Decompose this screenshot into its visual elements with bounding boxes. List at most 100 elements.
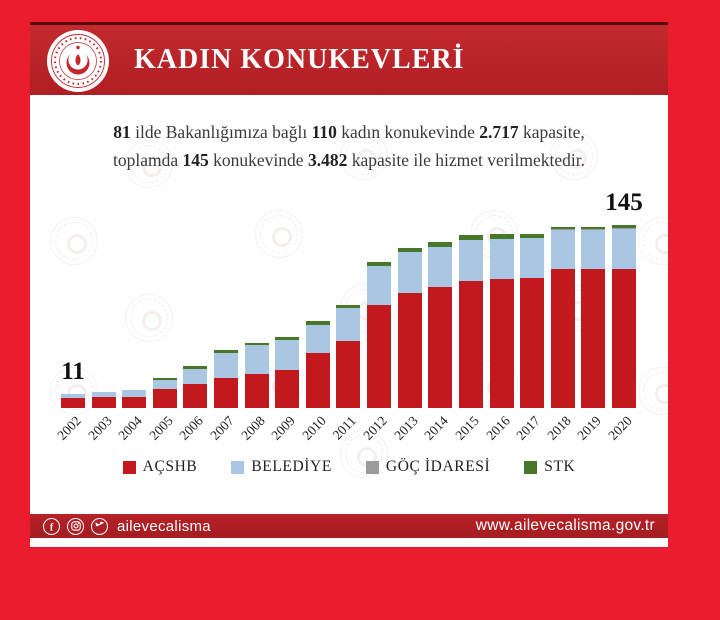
- twitter-icon[interactable]: [91, 517, 108, 535]
- bar-segment: [244, 373, 269, 408]
- bar-segment: [152, 377, 177, 381]
- bar-segment: [458, 235, 483, 241]
- legend-item: AÇSHB: [122, 458, 198, 476]
- x-axis-label: 2019: [574, 413, 605, 443]
- bar-segment: [581, 230, 606, 270]
- emblem-watermark: [255, 210, 303, 258]
- bar-segment: [244, 345, 269, 374]
- social-icons: f: [43, 517, 108, 535]
- bar-2013: 2013: [391, 188, 422, 443]
- bar-segment: [305, 324, 330, 353]
- bar-segment: [336, 304, 361, 309]
- bar-2002: 11 2002: [54, 188, 85, 443]
- emblem-watermark: [50, 217, 98, 265]
- bar-segment: [397, 293, 422, 408]
- x-axis-label: 2006: [176, 413, 207, 443]
- bar-segment: [611, 227, 636, 230]
- bar-segment: [305, 352, 330, 408]
- bar-2005: 2005: [146, 188, 177, 443]
- subtitle-line: toplamda 145 konukevinde 3.482 kapasite …: [113, 150, 585, 170]
- legend-swatch: [231, 460, 245, 474]
- emblem-watermark: [638, 217, 686, 265]
- bar-2004: 2004: [115, 188, 147, 443]
- social-handle: ailevecalisma: [117, 517, 211, 535]
- x-axis-label: 2005: [146, 413, 176, 443]
- bar-value-label: 145: [605, 189, 643, 217]
- bar-segment: [489, 239, 514, 280]
- bar-segment: [520, 234, 545, 238]
- bar-segment: [367, 261, 392, 266]
- bar-segment: [275, 370, 300, 408]
- x-axis-label: 2003: [84, 413, 115, 443]
- emblem-watermark: [125, 294, 173, 342]
- footer-url[interactable]: www.ailevecalisma.gov.tr: [475, 517, 655, 534]
- bar-segment: [397, 248, 422, 252]
- bar-segment: [428, 241, 453, 247]
- bar-segment: [428, 246, 453, 288]
- bar-segment: [458, 240, 483, 281]
- bar-segment: [550, 230, 575, 270]
- svg-text:f: f: [50, 522, 54, 532]
- bar-segment: [305, 321, 330, 325]
- x-axis-label: 2008: [237, 413, 268, 443]
- page-title: KADIN KONUKEVLERİ: [134, 44, 465, 75]
- bar-segment: [550, 226, 575, 230]
- bar-2009: 2009: [269, 188, 300, 443]
- bar-2011: 2011: [330, 188, 361, 442]
- bar-segment: [336, 341, 361, 408]
- x-axis-label: 2009: [268, 413, 299, 443]
- bar-segment: [367, 265, 392, 305]
- bar-segment: [581, 229, 606, 231]
- legend-swatch: [122, 460, 136, 474]
- emblem-watermark: [125, 140, 173, 188]
- bar-segment: [122, 390, 147, 397]
- bar-2020: 145 2020: [605, 188, 643, 443]
- legend-label: GÖÇ İDARESİ: [385, 458, 491, 475]
- bar-2014: 2014: [422, 188, 453, 443]
- bar-2007: 2007: [207, 188, 239, 443]
- bar-segment: [275, 337, 300, 340]
- bar-value-label: 11: [61, 358, 85, 386]
- subtitle-line: 81 ilde Bakanlığımıza bağlı 110 kadın ko…: [113, 122, 585, 142]
- legend-item: BELEDİYE: [231, 458, 332, 476]
- bar-segment: [183, 384, 208, 408]
- header-band: KADIN KONUKEVLERİ: [30, 22, 668, 95]
- bar-2017: 2017: [513, 188, 545, 443]
- subtitle: 81 ilde Bakanlığımıza bağlı 110 kadın ko…: [30, 118, 668, 174]
- footer-bar: f ailevecalisma www.ailevecalisma.gov.tr: [30, 514, 668, 538]
- bar-segment: [550, 269, 575, 408]
- instagram-icon[interactable]: [67, 517, 84, 535]
- bar-2015: 2015: [452, 188, 483, 443]
- legend-label: AÇSHB: [142, 458, 198, 475]
- emblem-watermark: [638, 367, 686, 415]
- bar-segment: [91, 391, 116, 397]
- x-axis-label: 2020: [605, 413, 635, 443]
- emblem-watermark: [550, 132, 598, 180]
- x-axis-label: 2004: [115, 413, 146, 443]
- x-axis-label: 2018: [543, 413, 574, 443]
- bar-segment: [244, 342, 269, 346]
- x-axis-label: 2015: [452, 413, 482, 443]
- bar-segment: [214, 377, 239, 408]
- bar-segment: [520, 237, 545, 279]
- x-axis-label: 2013: [390, 413, 421, 443]
- x-axis-label: 2014: [421, 413, 452, 443]
- legend-swatch: [524, 460, 538, 474]
- bar-segment: [550, 229, 575, 231]
- bar-2006: 2006: [177, 188, 208, 443]
- x-axis-label: 2017: [513, 413, 543, 443]
- x-axis-label: 2016: [482, 413, 513, 443]
- chart-legend: AÇSHB BELEDİYE GÖÇ İDARESİ STK: [30, 458, 668, 476]
- legend-item: STK: [524, 458, 575, 476]
- bar-segment: [489, 279, 514, 408]
- facebook-icon[interactable]: f: [43, 517, 60, 535]
- bar-segment: [152, 389, 177, 408]
- bar-segment: [214, 350, 239, 353]
- bar-segment: [275, 339, 300, 371]
- bar-segment: [428, 287, 453, 408]
- bar-segment: [61, 397, 85, 408]
- bar-segment: [397, 251, 422, 294]
- bar-segment: [214, 352, 239, 378]
- x-axis-label: 2007: [207, 413, 237, 443]
- bar-segment: [611, 269, 636, 408]
